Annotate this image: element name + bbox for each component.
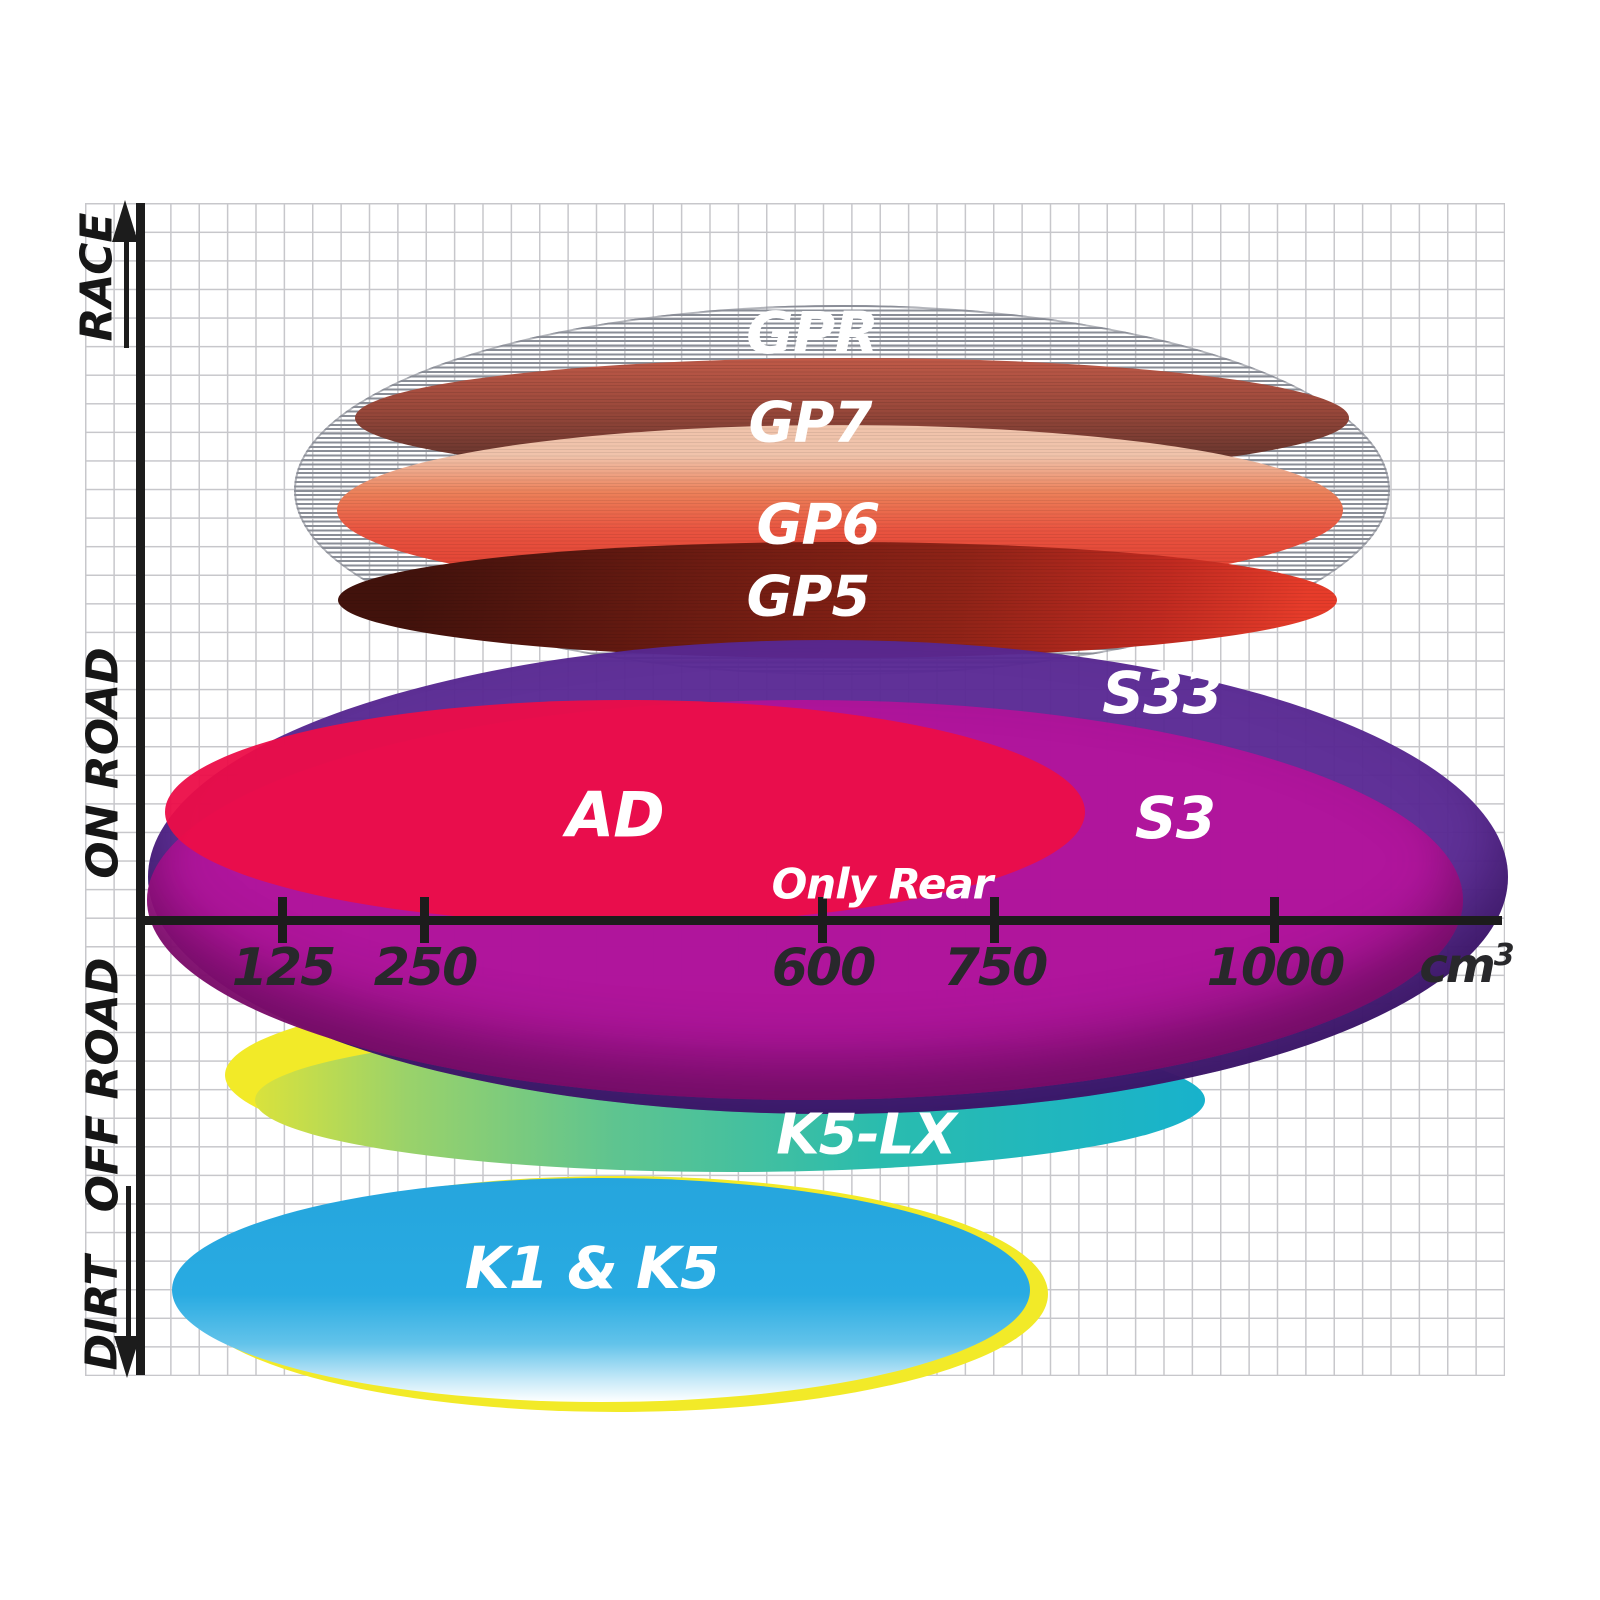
region-label-gp7: GP7 [748,390,873,456]
x-tick-600 [818,897,827,943]
annotation-only-rear: Only Rear [771,859,994,909]
race-arrow-line [124,214,129,348]
region-label-gpr: GPR [746,299,879,367]
region-gp5-ellipse [338,542,1337,658]
x-tick-label-1000: 1000 [1206,938,1346,998]
dirt-arrow-line [126,1186,131,1338]
dirt-arrow-down-icon [114,1336,140,1378]
x-tick-label-750: 750 [943,938,1049,998]
x-tick-250 [420,897,429,943]
region-k1k5-ellipse [172,1178,1030,1402]
region-label-s33: S33 [1102,659,1222,727]
region-label-s3: S3 [1134,784,1216,852]
x-tick-label-250: 250 [373,938,479,998]
x-axis-unit-exponent: 3 [1493,938,1515,973]
region-ad-ellipse [165,700,1085,924]
x-axis-unit-label: cm3 [1419,938,1515,994]
y-zone-label-on-road: ON ROAD [77,647,129,879]
region-label-k5lx: K5-LX [776,1102,956,1168]
race-arrow-up-icon [112,200,138,242]
x-tick-750 [990,897,999,943]
x-axis-unit-base: cm [1419,938,1495,994]
y-zone-label-dirt: DIRT [76,1255,128,1371]
x-tick-125 [278,897,287,943]
x-tick-label-600: 600 [771,938,877,998]
y-axis-line [136,203,145,1375]
region-label-ad: AD [566,778,664,852]
y-zone-label-off-road: OFF ROAD [77,957,129,1213]
x-tick-label-125: 125 [231,938,337,998]
region-label-gp6: GP6 [756,492,881,558]
y-zone-label-race: RACE [71,212,123,342]
region-label-gp5: GP5 [746,564,871,630]
region-label-k1k5: K1 & K5 [464,1234,721,1302]
x-tick-1000 [1270,897,1279,943]
